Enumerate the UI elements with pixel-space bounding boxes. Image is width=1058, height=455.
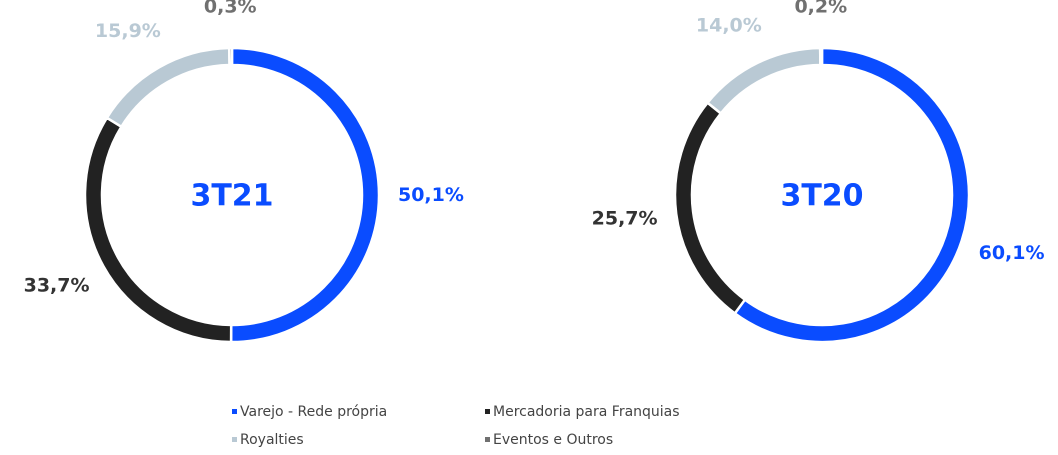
value-label: 25,7% [592, 208, 658, 230]
value-label: 15,9% [95, 20, 161, 42]
legend-swatch [485, 437, 490, 442]
legend-label: Varejo - Rede própria [240, 404, 387, 420]
legend-label: Royalties [240, 432, 304, 448]
chart-title: 3T20 [780, 179, 863, 214]
legend-label: Eventos e Outros [493, 432, 613, 448]
donut-segment [227, 46, 234, 67]
legend-swatch [232, 437, 237, 442]
donut-segment [818, 46, 824, 67]
donut-segment [105, 46, 231, 129]
legend-label: Mercadoria para Franquias [493, 404, 680, 420]
value-label: 60,1% [979, 242, 1045, 264]
value-label: 50,1% [398, 184, 464, 206]
value-label: 0,2% [794, 0, 847, 18]
donut-segment [673, 100, 747, 316]
legend-swatch [485, 409, 490, 414]
donut-segment [705, 46, 822, 116]
donut-segment [83, 116, 233, 344]
legend-swatch [232, 409, 237, 414]
value-label: 14,0% [696, 14, 762, 36]
value-label: 0,3% [204, 0, 257, 18]
value-label: 33,7% [24, 275, 90, 297]
chart-title: 3T21 [190, 179, 273, 214]
